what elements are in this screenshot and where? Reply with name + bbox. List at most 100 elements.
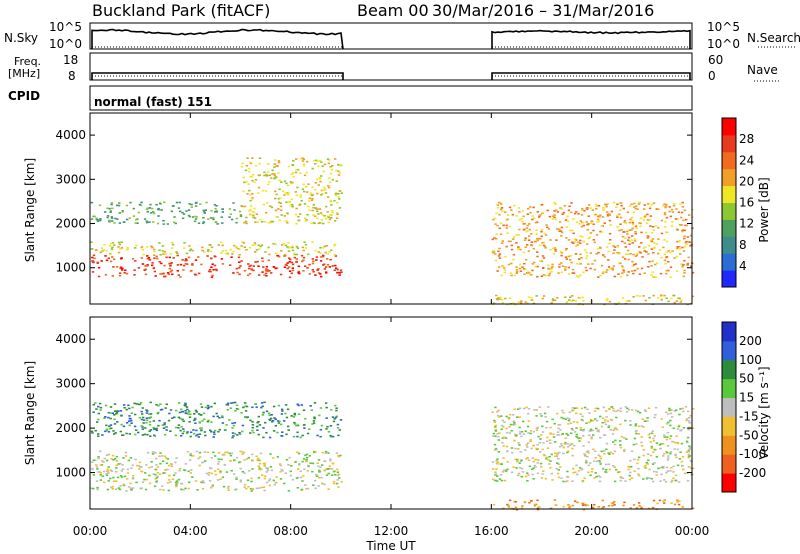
echo-cell: [272, 405, 276, 408]
echo-cell: [126, 218, 129, 221]
echo-cell: [293, 421, 296, 424]
echo-cell: [251, 424, 255, 426]
echo-cell: [532, 467, 535, 469]
cpid-strip: CPID normal (fast) 151: [8, 85, 693, 111]
echo-cell: [582, 428, 585, 431]
echo-cell: [673, 294, 676, 297]
echo-cell: [605, 448, 608, 451]
echo-cell: [516, 408, 520, 410]
echo-cell: [296, 186, 299, 189]
echo-cell: [607, 426, 610, 429]
echo-cell: [627, 249, 630, 252]
echo-cell: [607, 266, 611, 268]
echo-cell: [263, 171, 266, 174]
echo-cell: [547, 459, 550, 461]
echo-cell: [564, 296, 567, 299]
echo-cell: [208, 270, 211, 273]
echo-cell: [567, 419, 571, 422]
echo-cell: [210, 276, 214, 278]
echo-cell: [525, 406, 528, 409]
echo-cell: [254, 164, 258, 167]
echo-cell: [574, 300, 577, 302]
echo-cell: [678, 500, 681, 502]
echo-cell: [652, 480, 655, 483]
echo-cell: [158, 261, 161, 263]
echo-cell: [97, 435, 100, 437]
echo-cell: [243, 205, 247, 208]
echo-cell: [582, 240, 586, 243]
echo-cell: [683, 245, 687, 248]
echo-cell: [526, 302, 529, 304]
echo-cell: [193, 418, 197, 420]
echo-cell: [258, 248, 261, 250]
echo-cell: [493, 443, 497, 446]
echo-cell: [656, 252, 660, 255]
echo-cell: [608, 453, 611, 455]
echo-cell: [624, 246, 627, 248]
echo-cell: [258, 467, 261, 469]
echo-cell: [595, 475, 598, 478]
echo-cell: [163, 201, 166, 204]
echo-cell: [236, 408, 240, 410]
echo-cell: [515, 234, 518, 236]
echo-cell: [548, 274, 551, 277]
echo-cell: [302, 409, 306, 411]
echo-cell: [524, 430, 527, 433]
echo-cell: [333, 253, 336, 256]
echo-cell: [150, 466, 153, 468]
echo-cell: [156, 466, 160, 468]
echo-cell: [274, 190, 277, 193]
echo-cell: [131, 478, 135, 480]
echo-cell: [292, 416, 296, 418]
echo-cell: [593, 477, 596, 479]
echo-cell: [581, 221, 585, 224]
echo-cell: [543, 232, 546, 235]
echo-cell: [247, 183, 250, 185]
echo-cell: [532, 302, 536, 305]
echo-cell: [542, 244, 546, 247]
echo-cell: [529, 439, 532, 441]
echo-cell: [507, 418, 511, 420]
echo-cell: [555, 228, 559, 230]
echo-cell: [295, 258, 298, 260]
echo-cell: [104, 255, 107, 257]
echo-cell: [306, 432, 310, 435]
echo-cell: [145, 419, 149, 422]
echo-cell: [691, 408, 695, 410]
echo-cell: [92, 403, 95, 406]
echo-cell: [146, 221, 149, 224]
echo-cell: [327, 221, 330, 224]
echo-cell: [108, 427, 112, 430]
echo-cell: [109, 406, 113, 408]
echo-cell: [184, 410, 187, 412]
echo-cell: [188, 249, 192, 252]
echo-cell: [266, 202, 269, 204]
echo-cell: [664, 262, 667, 265]
echo-cell: [255, 455, 258, 457]
echo-cell: [496, 463, 499, 465]
echo-cell: [217, 452, 221, 454]
echo-cell: [212, 415, 215, 418]
echo-cell: [605, 442, 609, 445]
colorbar-tick-label: 28: [739, 132, 754, 146]
echo-cell: [233, 459, 236, 462]
echo-cell: [296, 435, 299, 438]
echo-cell: [245, 487, 248, 490]
echo-cell: [549, 268, 553, 270]
echo-cell: [601, 417, 605, 419]
y-tick-label: 3000: [55, 377, 86, 391]
echo-cell: [616, 251, 619, 254]
echo-cell: [633, 437, 637, 440]
echo-cell: [687, 453, 690, 456]
echo-cell: [578, 258, 581, 260]
echo-cell: [611, 267, 614, 270]
echo-cell: [510, 244, 513, 247]
echo-cell: [326, 468, 329, 470]
echo-cell: [323, 469, 326, 472]
echo-cell: [665, 216, 669, 219]
echo-cell: [321, 482, 324, 485]
echo-cell: [685, 472, 689, 474]
echo-cell: [284, 220, 287, 222]
echo-cell: [302, 249, 305, 252]
echo-cell: [157, 404, 160, 407]
